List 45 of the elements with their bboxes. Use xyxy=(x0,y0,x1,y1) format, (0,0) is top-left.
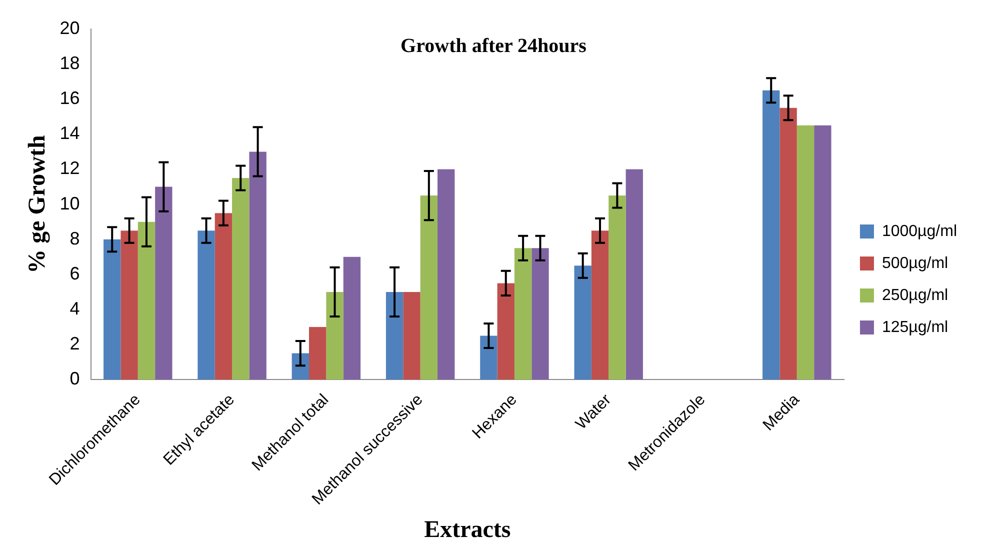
bar xyxy=(214,213,232,380)
y-tick-label: 6 xyxy=(70,263,80,284)
y-tick-label: 16 xyxy=(60,88,80,108)
y-tick-label: 12 xyxy=(60,158,80,178)
bar xyxy=(420,196,438,380)
legend-label: 250µg/ml xyxy=(882,286,948,304)
bar xyxy=(796,125,814,380)
bar xyxy=(814,125,832,380)
bar xyxy=(403,292,420,380)
bar xyxy=(198,230,215,380)
y-tick-label: 8 xyxy=(70,228,80,248)
bar xyxy=(120,230,138,380)
y-tick-label: 0 xyxy=(70,368,80,389)
bar xyxy=(574,266,592,380)
legend-label: 125µg/ml xyxy=(882,318,948,336)
y-axis-title: % ge Growth xyxy=(24,135,51,274)
bar xyxy=(232,178,250,380)
bar xyxy=(138,222,156,380)
bar xyxy=(591,230,609,380)
bar xyxy=(480,336,498,380)
y-tick-label: 2 xyxy=(70,334,80,354)
bar xyxy=(308,327,326,380)
legend-label: 1000µg/ml xyxy=(882,222,958,240)
y-tick-label: 20 xyxy=(60,18,80,38)
bar xyxy=(155,186,172,380)
chart-title: Growth after 24hours xyxy=(400,35,587,58)
bar xyxy=(104,239,121,380)
bar xyxy=(326,292,344,380)
y-tick-label: 14 xyxy=(60,123,80,144)
bar xyxy=(343,256,361,380)
bar xyxy=(762,90,780,380)
legend-label: 500µg/ml xyxy=(882,254,948,272)
bar xyxy=(249,152,266,380)
y-tick-label: 10 xyxy=(60,193,80,214)
bar xyxy=(626,169,643,380)
bar xyxy=(514,248,532,380)
bar xyxy=(532,248,549,380)
x-axis-title: Extracts xyxy=(424,516,511,543)
bar xyxy=(497,283,514,380)
bar xyxy=(438,169,455,380)
bar xyxy=(608,196,626,380)
y-tick-label: 18 xyxy=(60,53,80,74)
bar xyxy=(386,292,404,380)
bar xyxy=(780,108,797,380)
y-tick-label: 4 xyxy=(70,298,80,318)
